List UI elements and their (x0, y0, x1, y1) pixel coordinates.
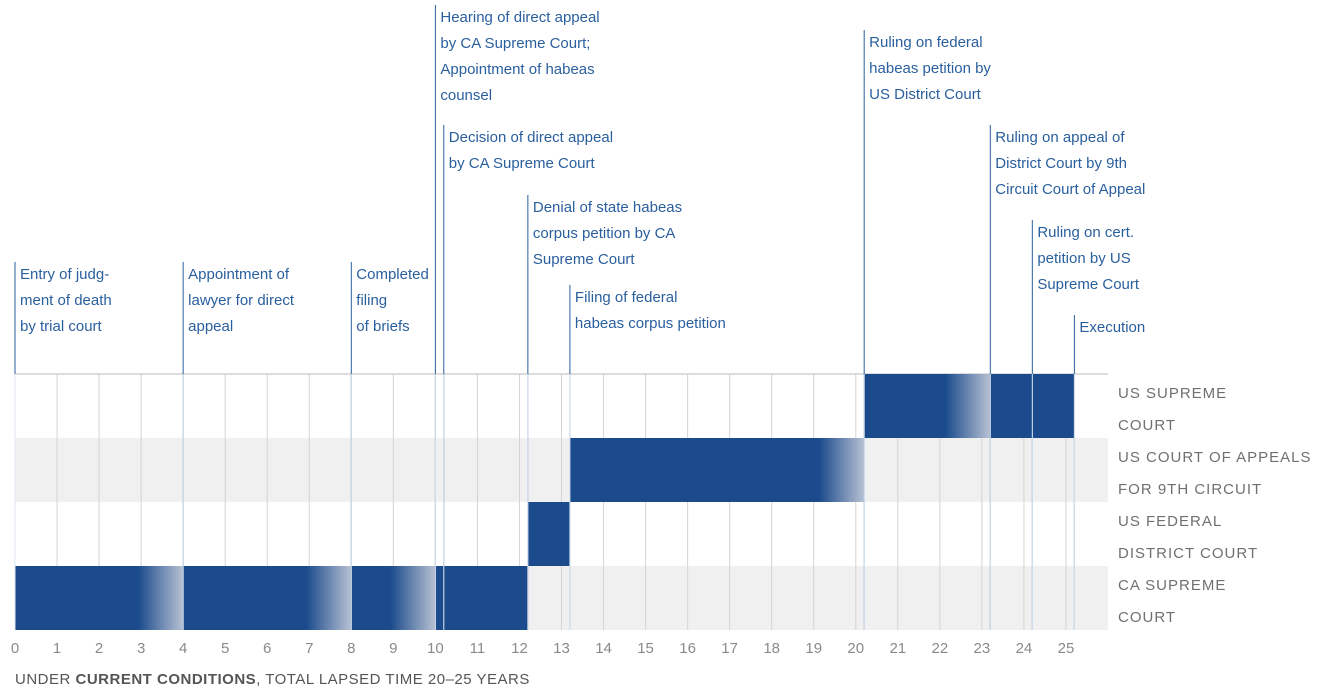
event-label: by CA Supreme Court (449, 155, 596, 172)
bar (864, 374, 991, 438)
x-tick-label: 9 (389, 640, 397, 657)
x-tick-label: 11 (470, 640, 486, 657)
bar (1032, 374, 1075, 438)
event-label: habeas petition by (869, 60, 991, 77)
x-tick-label: 23 (974, 640, 991, 657)
row-label: COURT (1118, 609, 1176, 626)
event-label: Execution (1079, 319, 1145, 336)
x-tick-label: 2 (95, 640, 103, 657)
event-label: by CA Supreme Court; (440, 35, 590, 52)
x-tick-label: 20 (847, 640, 864, 657)
footer-bold: CURRENT CONDITIONS (76, 671, 257, 688)
event-label: Appointment of (188, 266, 290, 283)
x-tick-label: 17 (721, 640, 738, 657)
row-label: CA SUPREME (1118, 577, 1226, 594)
x-tick-label: 13 (553, 640, 570, 657)
row-label: US COURT OF APPEALS (1118, 449, 1312, 466)
row-label: US FEDERAL (1118, 513, 1222, 530)
event-label: habeas corpus petition (575, 315, 726, 332)
event-label: Filing of federal (575, 289, 678, 306)
event-label: Supreme Court (533, 251, 636, 268)
event-label: Decision of direct appeal (449, 129, 613, 146)
x-tick-label: 15 (637, 640, 654, 657)
footer: UNDER CURRENT CONDITIONS, TOTAL LAPSED T… (15, 671, 530, 688)
event-label: lawyer for direct (188, 292, 295, 309)
bar (990, 374, 1033, 438)
event-label: of briefs (356, 318, 409, 335)
bar (15, 566, 184, 630)
event-label: Ruling on cert. (1037, 224, 1134, 241)
x-tick-label: 5 (221, 640, 229, 657)
footer-suffix: , TOTAL LAPSED TIME 20–25 YEARS (256, 671, 530, 688)
event-label: District Court by 9th (995, 155, 1127, 172)
event-label: corpus petition by CA (533, 225, 676, 242)
x-tick-label: 21 (889, 640, 906, 657)
event-label: Hearing of direct appeal (440, 9, 599, 26)
x-tick-label: 3 (137, 640, 145, 657)
event-label: filing (356, 292, 387, 309)
x-tick-label: 22 (932, 640, 949, 657)
x-tick-label: 4 (179, 640, 187, 657)
row-label: COURT (1118, 417, 1176, 434)
x-tick-label: 1 (53, 640, 61, 657)
row-label: US SUPREME (1118, 385, 1227, 402)
x-tick-label: 14 (595, 640, 612, 657)
x-tick-label: 7 (305, 640, 313, 657)
row-label: FOR 9TH CIRCUIT (1118, 481, 1262, 498)
event-label: US District Court (869, 86, 982, 103)
event-label: ment of death (20, 292, 112, 309)
bar (569, 438, 865, 502)
bar (527, 502, 570, 566)
bar (443, 566, 528, 630)
row-label: DISTRICT COURT (1118, 545, 1258, 562)
event-label: Appointment of habeas (440, 61, 594, 78)
event-label: petition by US (1037, 250, 1130, 267)
event-label: Denial of state habeas (533, 199, 682, 216)
event-label: Circuit Court of Appeal (995, 181, 1145, 198)
bar (435, 566, 444, 630)
x-tick-label: 18 (763, 640, 780, 657)
x-tick-label: 10 (427, 640, 444, 657)
bar (351, 566, 436, 630)
x-tick-label: 16 (679, 640, 696, 657)
event-label: appeal (188, 318, 233, 335)
x-tick-label: 25 (1058, 640, 1075, 657)
event-label: Supreme Court (1037, 276, 1140, 293)
event-label: Entry of judg- (20, 266, 109, 283)
footer-prefix: UNDER (15, 671, 76, 688)
x-tick-label: 24 (1016, 640, 1033, 657)
event-label: Ruling on federal (869, 34, 982, 51)
x-tick-label: 8 (347, 640, 355, 657)
event-label: Ruling on appeal of (995, 129, 1125, 146)
x-tick-label: 0 (11, 640, 19, 657)
x-tick-label: 19 (805, 640, 822, 657)
bar (183, 566, 352, 630)
event-label: counsel (440, 87, 492, 104)
event-label: Completed (356, 266, 429, 283)
x-tick-label: 6 (263, 640, 271, 657)
event-label: by trial court (20, 318, 103, 335)
x-tick-label: 12 (511, 640, 528, 657)
